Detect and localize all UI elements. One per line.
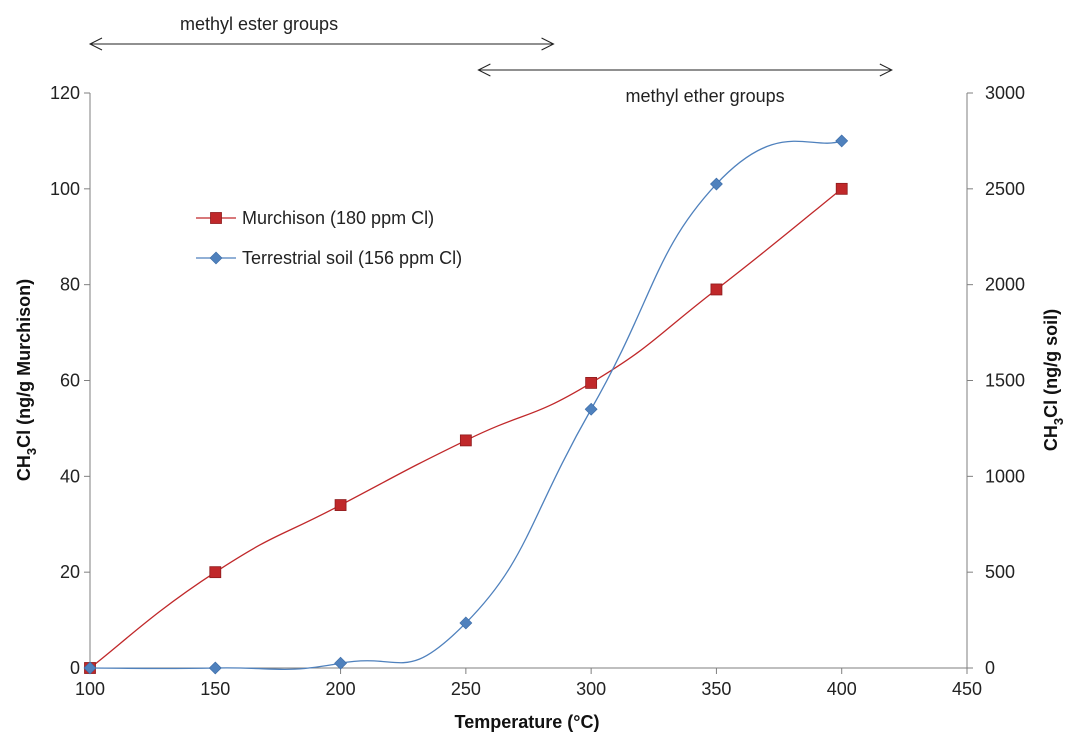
y-left-prefix: CH <box>14 455 34 481</box>
y-right-tick-label: 0 <box>985 658 995 678</box>
y-right-tick-label: 1000 <box>985 466 1025 486</box>
data-point <box>835 134 849 148</box>
y-right-tick-label: 2000 <box>985 275 1025 295</box>
x-axis-title: Temperature (°C) <box>455 712 600 732</box>
axes: 100 150 200 250 300 350 400 4500204060801001200… <box>50 83 1025 699</box>
y-left-subscript: 3 <box>24 448 39 455</box>
y-left-tick-label: 100 <box>50 179 80 199</box>
y-left-tick-label: 0 <box>70 658 80 678</box>
y-axis-left-title: CH3Cl (ng/g Murchison) <box>14 279 39 481</box>
y-right-tick-label: 1500 <box>985 371 1025 391</box>
legend-marker <box>210 212 222 224</box>
x-tick-label: 400 <box>827 679 857 699</box>
data-point <box>710 283 723 296</box>
legend-entry: Murchison (180 ppm Cl) <box>196 208 434 228</box>
legend-entry: Terrestrial soil (156 ppm Cl) <box>196 248 462 268</box>
data-point <box>585 376 598 389</box>
series-layer <box>83 134 849 675</box>
y-right-subscript: 3 <box>1051 418 1066 425</box>
y-left-tick-label: 80 <box>60 275 80 295</box>
data-point <box>710 177 723 191</box>
x-tick-label: 100 <box>75 679 105 699</box>
series-2 <box>83 134 849 675</box>
legend-label: Murchison (180 ppm Cl) <box>242 208 434 228</box>
y-right-unit: (ng/g soil) <box>1041 309 1061 395</box>
x-tick-label: 200 <box>326 679 356 699</box>
data-point <box>209 566 222 579</box>
y-left-suffix: Cl <box>14 430 34 448</box>
y-left-unit: (ng/g Murchison) <box>14 279 34 425</box>
data-point <box>459 616 473 630</box>
series-line <box>89 140 842 671</box>
range-label: methyl ester groups <box>180 14 338 34</box>
y-right-tick-label: 2500 <box>985 179 1025 199</box>
range-annotation: methyl ether groups <box>477 63 893 106</box>
x-tick-label: 250 <box>451 679 481 699</box>
data-point <box>334 656 347 670</box>
range-arrow-head-left <box>477 63 491 77</box>
range-annotations: methyl ester groups methyl ether groups <box>88 14 893 106</box>
range-label: methyl ether groups <box>626 86 785 106</box>
legend-marker <box>209 251 223 265</box>
data-point <box>208 661 222 675</box>
x-tick-label: 450 <box>952 679 982 699</box>
data-point <box>459 434 472 447</box>
x-tick-label: 300 <box>576 679 606 699</box>
y-right-tick-label: 3000 <box>985 83 1025 103</box>
y-right-tick-label: 500 <box>985 562 1015 582</box>
y-left-tick-label: 120 <box>50 83 80 103</box>
y-left-tick-label: 20 <box>60 562 80 582</box>
range-arrow-head-left <box>88 37 103 51</box>
legend: Murchison (180 ppm Cl) Terrestrial soil (… <box>196 208 462 268</box>
series-line <box>89 188 843 669</box>
x-tick-label: 150 <box>200 679 230 699</box>
legend-label: Terrestrial soil (156 ppm Cl) <box>242 248 462 268</box>
range-arrow-head-right <box>541 37 555 51</box>
series-1 <box>84 182 848 674</box>
x-tick-label: 350 <box>701 679 731 699</box>
data-point <box>83 661 97 675</box>
data-point <box>334 499 347 511</box>
y-axis-right-title: CH3Cl (ng/g soil) <box>1041 309 1066 451</box>
y-left-tick-label: 40 <box>60 466 80 486</box>
range-annotation: methyl ester groups <box>88 14 555 51</box>
y-left-tick-label: 60 <box>60 371 80 391</box>
y-right-suffix: Cl <box>1041 400 1061 418</box>
data-point <box>835 182 848 195</box>
range-arrow-head-right <box>879 63 893 77</box>
data-point <box>584 402 598 416</box>
y-right-prefix: CH <box>1041 425 1061 451</box>
